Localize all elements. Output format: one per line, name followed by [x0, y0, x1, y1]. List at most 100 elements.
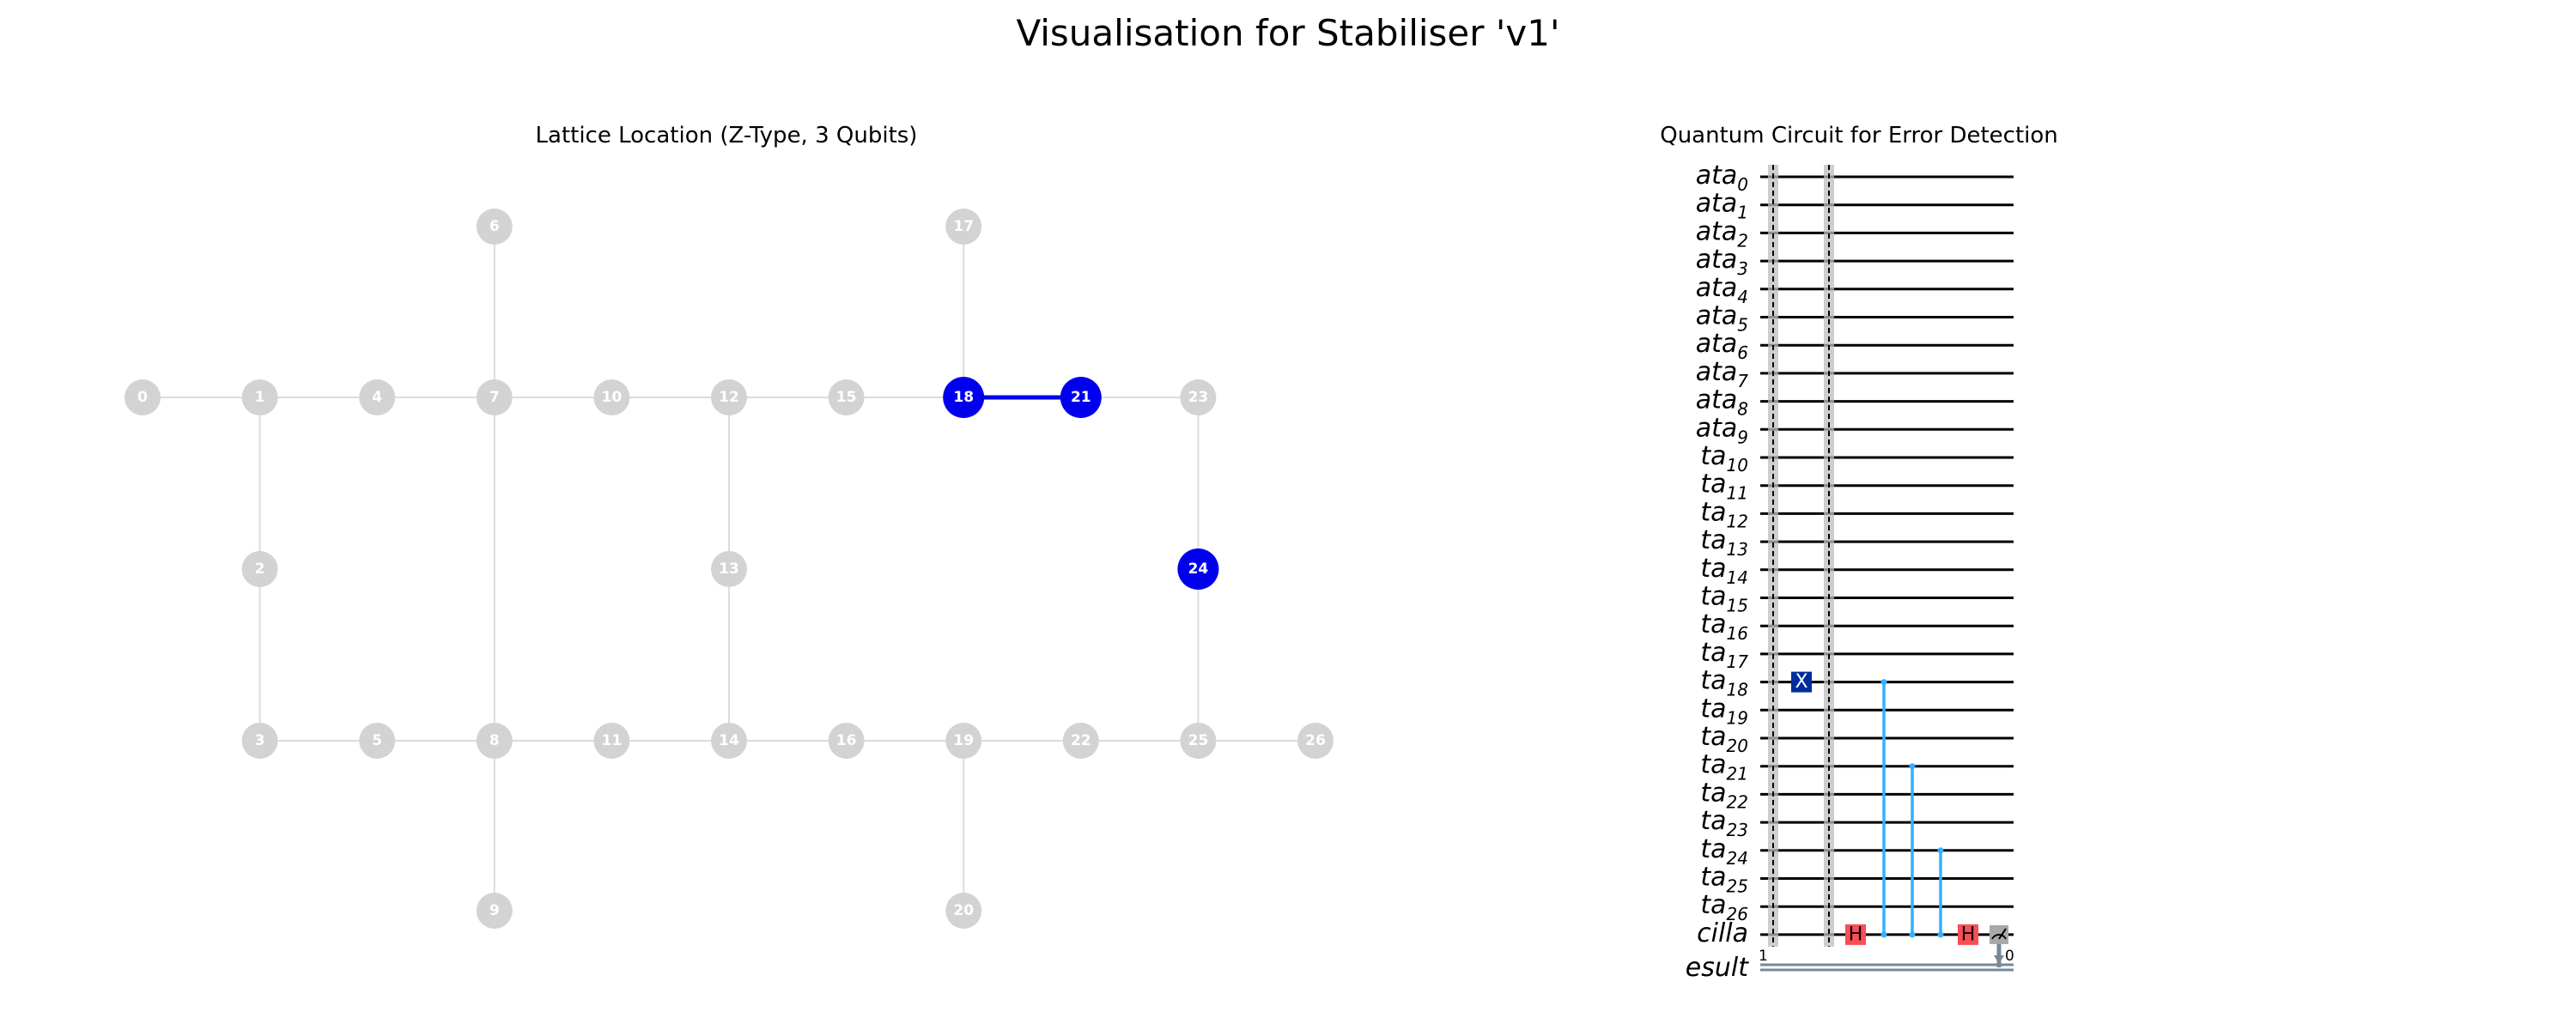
lattice-node-circle [1297, 723, 1334, 759]
lattice-node-circle [476, 209, 513, 245]
lattice-node-label: 15 [836, 389, 857, 406]
wire-label: ta23 [1700, 806, 1748, 840]
lattice-node-26: 26 [1297, 723, 1334, 759]
lattice-node-circle [241, 551, 278, 587]
lattice-node-label: 1 [255, 389, 265, 406]
wire-label: ta22 [1700, 778, 1748, 812]
lattice-node-18: 18 [943, 377, 985, 418]
classical-wire-label: esult [1686, 953, 1749, 983]
lattice-node-9: 9 [476, 893, 513, 929]
lattice-node-label: 8 [489, 732, 500, 749]
lattice-node-label: 5 [372, 732, 382, 749]
lattice-node-circle [711, 723, 747, 759]
lattice-node-label: 16 [836, 732, 857, 749]
wire-label: ata1 [1696, 189, 1748, 223]
lattice-panel-title: Lattice Location (Z-Type, 3 Qubits) [535, 123, 918, 148]
lattice-node-circle [945, 723, 982, 759]
lattice-node-3: 3 [241, 723, 278, 759]
lattice-node-label: 7 [489, 389, 500, 406]
wire-label: ata7 [1696, 357, 1749, 391]
x-gate: X [1791, 671, 1812, 693]
circuit-panel-title: Quantum Circuit for Error Detection [1660, 123, 2058, 148]
lattice-node-17: 17 [945, 209, 982, 245]
lattice-node-circle [1060, 377, 1102, 418]
lattice-node-circle [476, 379, 513, 415]
lattice-node-15: 15 [828, 379, 865, 415]
wire-label: ta12 [1700, 497, 1748, 531]
lattice-node-22: 22 [1062, 723, 1099, 759]
wire-label: ta14 [1700, 554, 1748, 588]
wire-label: ta24 [1700, 834, 1748, 869]
wire-label: ata4 [1696, 273, 1748, 307]
wire-label: ta16 [1700, 609, 1748, 644]
classical-bit-index: 0 [2005, 948, 2014, 965]
lattice-node-label: 22 [1071, 732, 1091, 749]
lattice-node-6: 6 [476, 209, 513, 245]
lattice-node-label: 18 [953, 389, 974, 406]
lattice-node-label: 12 [719, 389, 739, 406]
lattice-node-circle [476, 893, 513, 929]
lattice-node-label: 4 [372, 389, 382, 406]
lattice-node-label: 14 [719, 732, 739, 749]
lattice-node-23: 23 [1180, 379, 1217, 415]
lattice-node-circle [359, 379, 396, 415]
x-gate-box [1791, 671, 1812, 693]
lattice-node-circle [711, 379, 747, 415]
lattice-node-label: 25 [1188, 732, 1209, 749]
h-gate-1: H [1845, 924, 1866, 945]
measure-gate [1990, 924, 2008, 967]
cz-control-dot [1880, 679, 1887, 686]
lattice-node-label: 0 [137, 389, 148, 406]
lattice-node-circle [593, 379, 630, 415]
cz-control-dot [1909, 763, 1916, 770]
lattice-node-2: 2 [241, 551, 278, 587]
wire-label: ta15 [1700, 582, 1748, 616]
cz-target-dot [1909, 931, 1916, 938]
lattice-node-19: 19 [945, 723, 982, 759]
wire-label: ata0 [1696, 161, 1748, 195]
lattice-node-label: 9 [489, 902, 500, 919]
wire-label: ta19 [1700, 694, 1748, 728]
cz-target-dot [1937, 931, 1944, 938]
lattice-node-circle [1180, 379, 1217, 415]
lattice-node-16: 16 [828, 723, 865, 759]
lattice-node-10: 10 [593, 379, 630, 415]
lattice-node-circle [945, 893, 982, 929]
wire-label: ta13 [1700, 525, 1748, 560]
measure-needle [1998, 928, 2007, 940]
lattice-node-24: 24 [1177, 548, 1219, 590]
lattice-node-4: 4 [359, 379, 396, 415]
lattice-node-1: 1 [241, 379, 278, 415]
lattice-node-circle [828, 379, 865, 415]
lattice-node-label: 23 [1188, 389, 1209, 406]
cz-gate-24 [1937, 847, 1944, 938]
lattice-node-label: 24 [1188, 560, 1209, 578]
lattice-node-20: 20 [945, 893, 982, 929]
wire-label: ta17 [1700, 638, 1748, 672]
lattice-node-circle [711, 551, 747, 587]
wire-label: ta10 [1700, 441, 1748, 476]
h-gate-label: H [1961, 924, 1976, 945]
wire-label: ata5 [1696, 301, 1748, 336]
main-title: Visualisation for Stabiliser 'v1' [1016, 12, 1560, 54]
wire-label: ta25 [1700, 863, 1748, 897]
lattice-node-circle [476, 723, 513, 759]
wire-label: ata8 [1696, 385, 1748, 420]
lattice-node-5: 5 [359, 723, 396, 759]
cz-gate-18 [1880, 679, 1887, 938]
lattice-node-label: 2 [255, 560, 265, 578]
cz-gate-21 [1909, 763, 1916, 938]
wire-label: ta20 [1700, 722, 1748, 756]
lattice-node-21: 21 [1060, 377, 1102, 418]
lattice-node-label: 13 [719, 560, 739, 578]
wire-label: ata2 [1696, 216, 1748, 251]
cz-target-dot [1880, 931, 1887, 938]
lattice-node-label: 10 [602, 389, 623, 406]
x-gate-label: X [1795, 671, 1807, 693]
lattice-node-label: 6 [489, 218, 500, 235]
lattice-node-label: 21 [1071, 389, 1091, 406]
lattice-node-7: 7 [476, 379, 513, 415]
lattice-node-circle [828, 723, 865, 759]
lattice-node-circle [1177, 548, 1219, 590]
lattice-node-12: 12 [711, 379, 747, 415]
